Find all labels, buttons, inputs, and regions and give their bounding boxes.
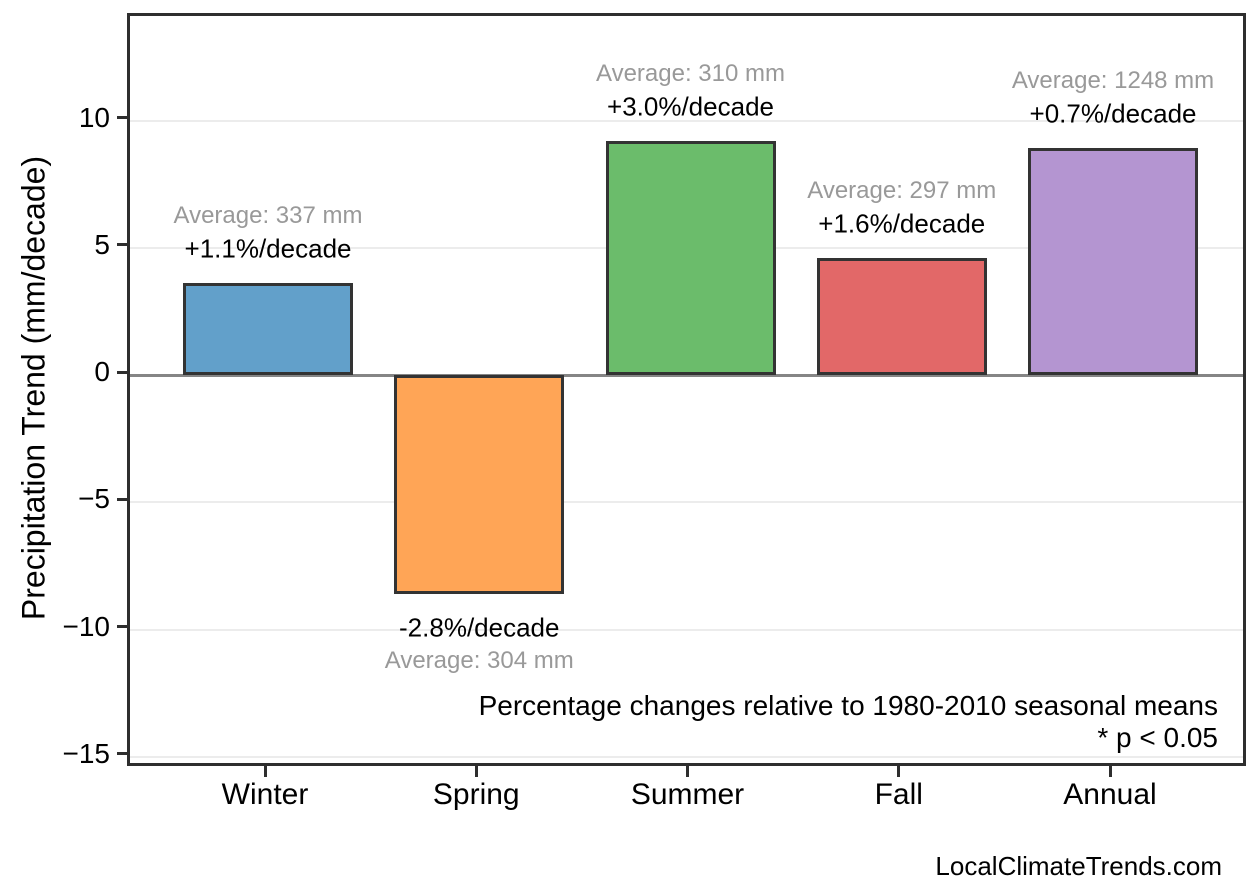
x-tick-label-annual: Annual bbox=[1063, 778, 1157, 811]
y-axis-tick bbox=[117, 243, 127, 247]
y-axis-tick bbox=[117, 625, 127, 628]
x-axis-tick bbox=[686, 766, 689, 777]
gridline-y--5 bbox=[130, 501, 1243, 504]
x-tick-label-summer: Summer bbox=[630, 778, 745, 811]
pct-label-annual: +0.7%/decade bbox=[1029, 98, 1197, 129]
pct-label-fall: +1.6%/decade bbox=[818, 208, 986, 239]
y-tick-label: 10 bbox=[78, 101, 110, 133]
y-axis-tick bbox=[117, 116, 127, 119]
bar-winter bbox=[183, 283, 353, 375]
y-tick-label: 0 bbox=[94, 356, 110, 387]
y-axis-tick bbox=[117, 752, 127, 756]
bar-fall bbox=[816, 257, 987, 375]
avg-label-summer: Average: 310 mm bbox=[596, 59, 785, 87]
gridline-y--15 bbox=[130, 755, 1243, 758]
pct-label-summer: +3.0%/decade bbox=[607, 91, 774, 122]
y-axis-tick bbox=[117, 370, 127, 374]
watermark: LocalClimateTrends.com bbox=[935, 851, 1222, 881]
x-axis-tick bbox=[1108, 766, 1112, 777]
pct-label-spring: -2.8%/decade bbox=[399, 612, 560, 643]
plot-area: +1.1%/decade Average: 337 mm -2.8%/decade A… bbox=[127, 13, 1246, 766]
bar-summer bbox=[605, 140, 776, 375]
avg-label-spring: Average: 304 mm bbox=[384, 646, 574, 674]
x-axis-tick bbox=[897, 766, 901, 777]
zero-line bbox=[130, 373, 1243, 377]
gridline-y--10 bbox=[130, 628, 1243, 631]
footnote-line-2: * p < 0.05 bbox=[1097, 722, 1218, 753]
pct-label-winter: +1.1%/decade bbox=[184, 233, 352, 264]
y-axis-tick bbox=[117, 497, 127, 501]
avg-label-winter: Average: 337 mm bbox=[173, 202, 363, 230]
bar-annual bbox=[1028, 148, 1198, 375]
footnote: Percentage changes relative to 1980-2010… bbox=[479, 690, 1218, 754]
y-axis-title: Precipitation Trend (mm/decade) bbox=[15, 155, 52, 621]
x-axis-tick bbox=[263, 766, 267, 777]
y-tick-label: 5 bbox=[94, 228, 110, 260]
x-tick-label-winter: Winter bbox=[221, 778, 309, 811]
x-tick-label-fall: Fall bbox=[874, 778, 923, 811]
y-tick-label: −5 bbox=[78, 483, 110, 515]
avg-label-annual: Average: 1248 mm bbox=[1011, 67, 1215, 95]
x-tick-label-spring: Spring bbox=[432, 778, 520, 811]
y-tick-label: −10 bbox=[62, 610, 111, 642]
footnote-line-1: Percentage changes relative to 1980-2010… bbox=[478, 690, 1218, 721]
y-tick-label: −15 bbox=[62, 737, 111, 769]
gridline-y-10 bbox=[130, 119, 1243, 122]
x-axis-tick bbox=[474, 766, 478, 777]
bar-spring bbox=[394, 375, 565, 594]
avg-label-fall: Average: 297 mm bbox=[807, 176, 997, 204]
